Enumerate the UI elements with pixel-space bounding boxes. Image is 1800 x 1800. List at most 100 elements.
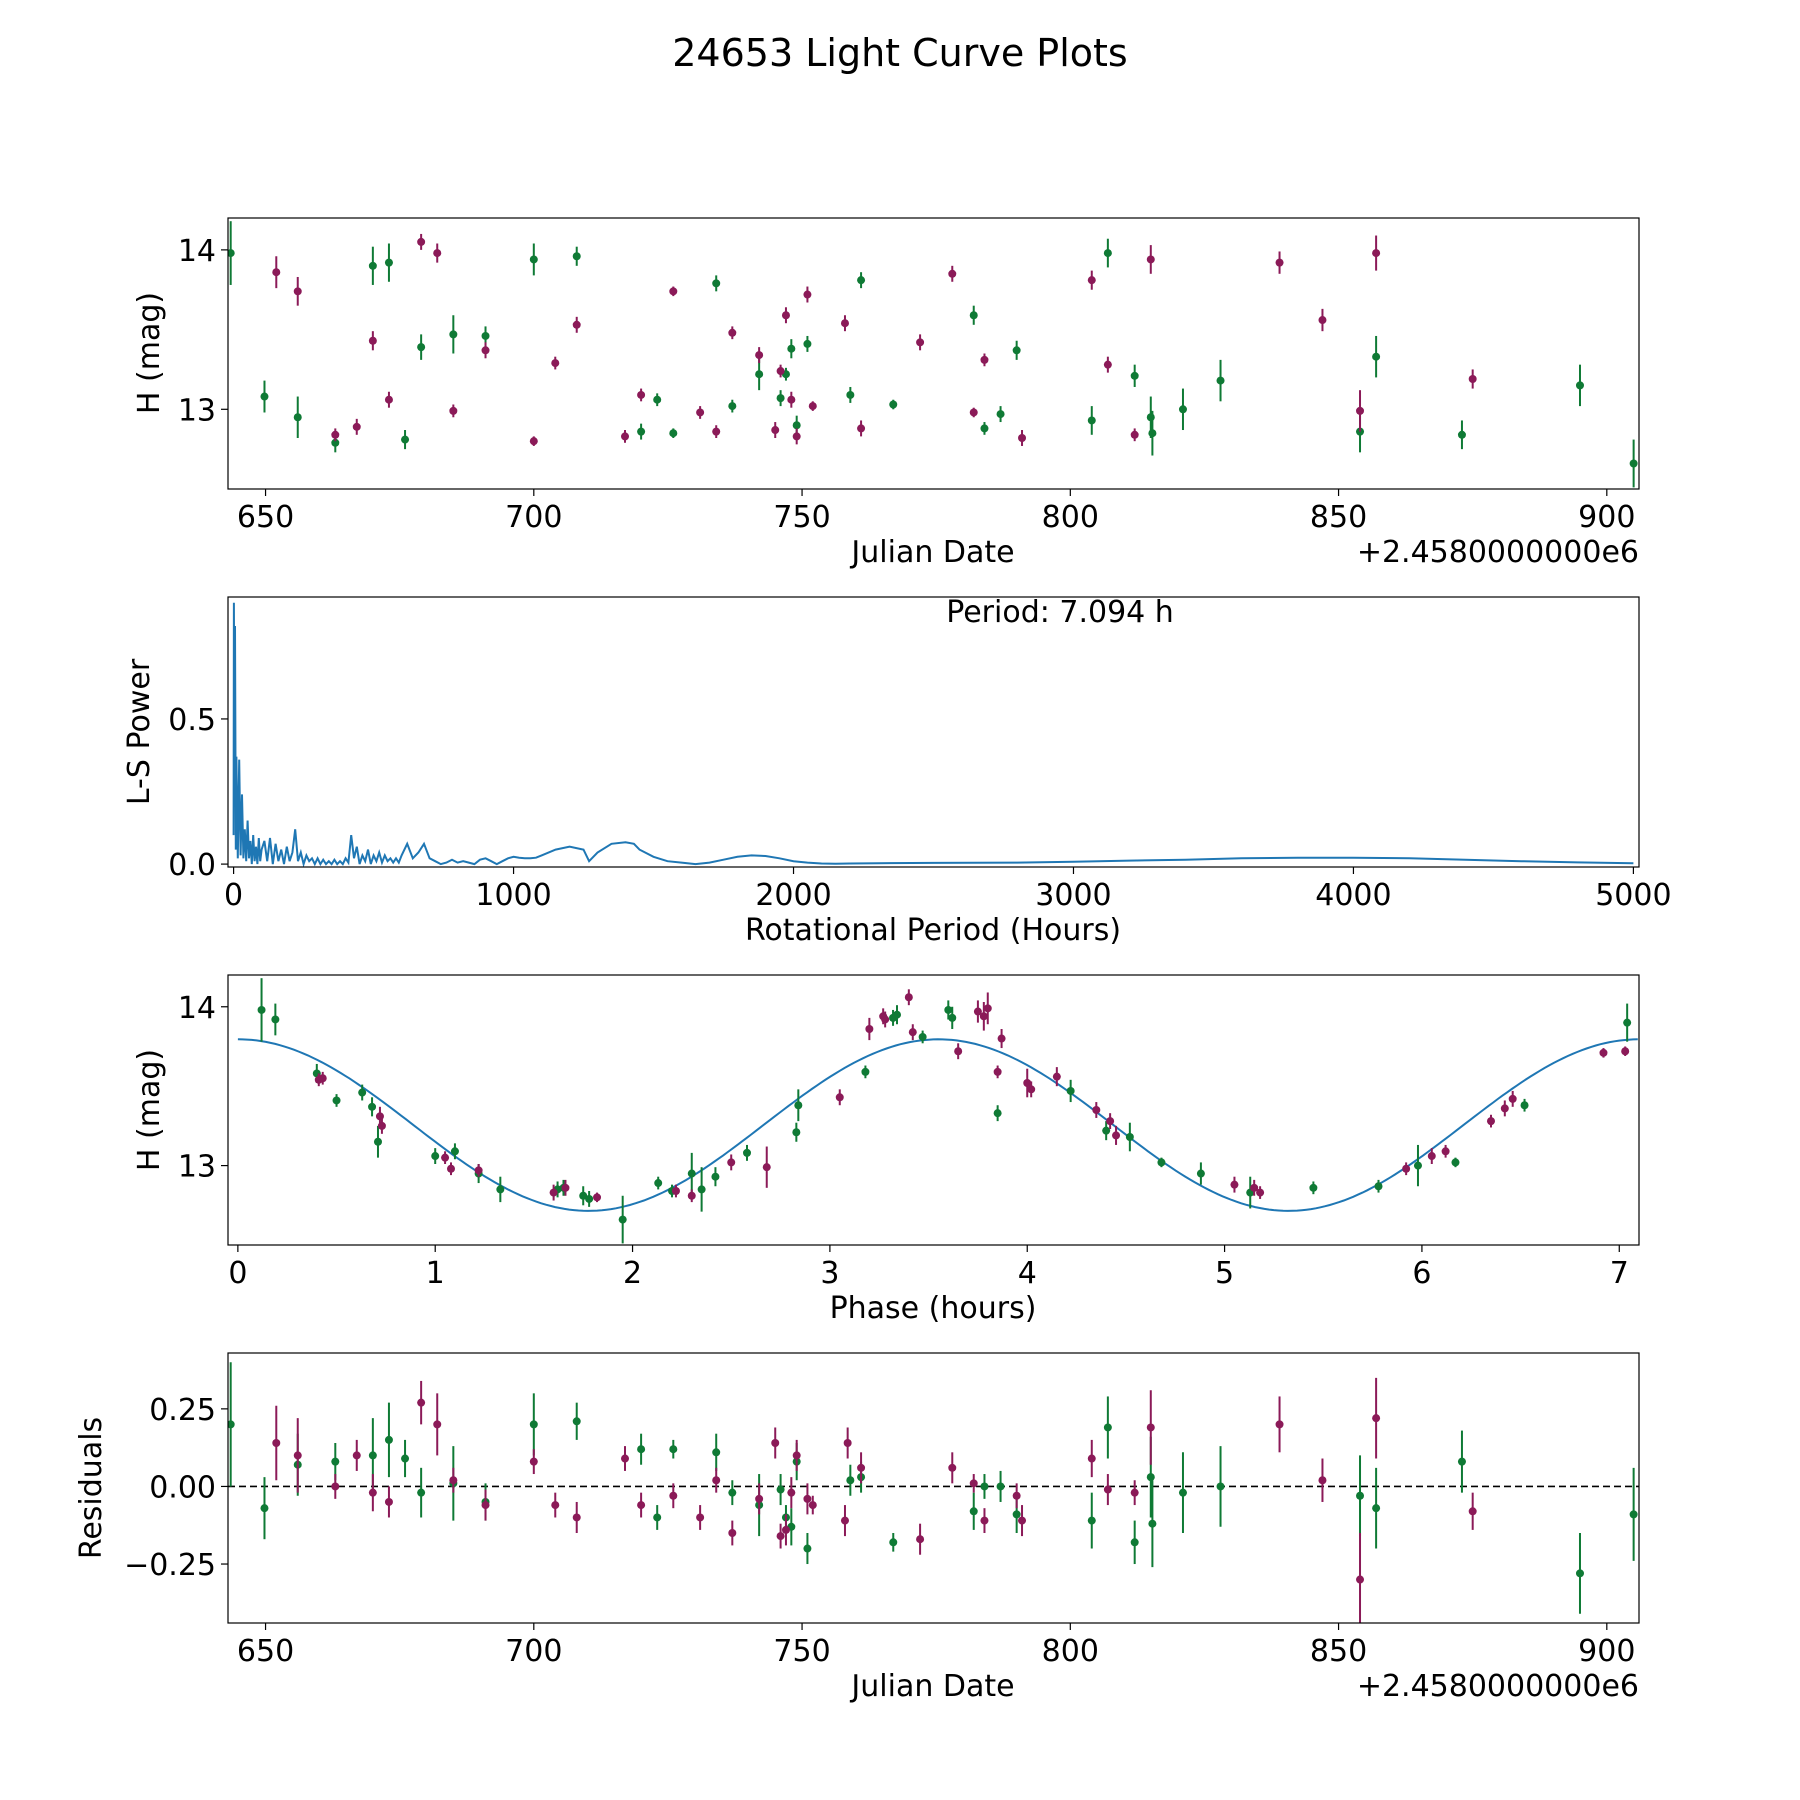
residuals-point-magenta bbox=[481, 1501, 490, 1510]
residuals-point-green bbox=[260, 1504, 269, 1513]
phased-point-magenta bbox=[1052, 1072, 1061, 1081]
phased-point-magenta bbox=[973, 1007, 982, 1016]
residuals-point-magenta bbox=[572, 1513, 581, 1522]
phased-point-green bbox=[861, 1067, 870, 1076]
phased-xtick-label: 3 bbox=[820, 1256, 839, 1291]
residuals-point-magenta bbox=[1275, 1420, 1284, 1429]
lightcurve-point-magenta bbox=[803, 290, 812, 299]
phased-point-magenta bbox=[549, 1188, 558, 1197]
residuals-point-green bbox=[1103, 1423, 1112, 1432]
lightcurve-point-green bbox=[996, 410, 1005, 419]
lightcurve-point-green bbox=[653, 395, 662, 404]
lightcurve-point-green bbox=[228, 249, 235, 258]
residuals-point-green bbox=[384, 1435, 393, 1444]
phased-point-green bbox=[332, 1096, 341, 1105]
residuals-point-magenta bbox=[1146, 1423, 1155, 1432]
phased-point-magenta bbox=[1106, 1117, 1115, 1126]
lightcurve-point-magenta bbox=[771, 426, 780, 435]
lightcurve-point-magenta bbox=[572, 320, 581, 329]
residuals-ytick-label: 0.25 bbox=[149, 1393, 216, 1428]
periodogram-marks bbox=[232, 602, 1634, 867]
lightcurve-point-green bbox=[1146, 413, 1155, 422]
residuals-point-magenta bbox=[980, 1516, 989, 1525]
lightcurve-xtick-label: 700 bbox=[505, 500, 562, 535]
residuals-point-green bbox=[846, 1476, 855, 1485]
residuals-point-green bbox=[228, 1420, 235, 1429]
residuals-point-magenta bbox=[916, 1535, 925, 1544]
residuals-point-magenta bbox=[433, 1420, 442, 1429]
residuals-point-magenta bbox=[1372, 1414, 1381, 1423]
phased-point-green bbox=[1309, 1183, 1318, 1192]
residuals-ytick-label: 0.00 bbox=[149, 1470, 216, 1505]
residuals-point-green bbox=[1629, 1510, 1638, 1519]
residuals-point-magenta bbox=[1012, 1491, 1021, 1500]
lightcurve-point-green bbox=[1629, 459, 1638, 468]
lightcurve-point-green bbox=[669, 429, 678, 438]
phased-point-green bbox=[743, 1148, 752, 1157]
residuals-point-green bbox=[1146, 1473, 1155, 1482]
residuals-point-green bbox=[529, 1420, 538, 1429]
residuals-point-magenta bbox=[669, 1491, 678, 1500]
periodogram-ytick-label: 0.0 bbox=[168, 848, 216, 883]
residuals-point-green bbox=[1012, 1510, 1021, 1519]
phased-ytick-label: 14 bbox=[178, 991, 216, 1026]
residuals-point-green bbox=[331, 1457, 340, 1466]
residuals-xlabel: Julian Date bbox=[849, 1669, 1014, 1704]
lightcurve-point-magenta bbox=[696, 408, 705, 417]
residuals-point-magenta bbox=[755, 1494, 764, 1503]
residuals-point-magenta bbox=[792, 1451, 801, 1460]
residuals-point-magenta bbox=[781, 1525, 790, 1534]
phased-point-green bbox=[1125, 1133, 1134, 1141]
lightcurve-point-green bbox=[1103, 249, 1112, 258]
phased-point-green bbox=[271, 1015, 280, 1024]
lightcurve-point-green bbox=[331, 438, 340, 447]
lightcurve-point-green bbox=[712, 279, 721, 288]
lightcurve-point-magenta bbox=[1318, 316, 1327, 325]
residuals-point-magenta bbox=[776, 1532, 785, 1541]
lightcurve-point-green bbox=[384, 258, 393, 267]
phased-point-green bbox=[358, 1088, 367, 1097]
residuals-point-magenta bbox=[843, 1439, 852, 1447]
phased-point-magenta bbox=[1092, 1106, 1101, 1114]
periodogram-axes: 0 1000 2000 3000 4000 5000 0.0 0.5 bbox=[168, 703, 1671, 913]
lightcurve-axes: 650 700 750 800 850 900 13 14 bbox=[178, 234, 1636, 535]
phased-point-green bbox=[1374, 1182, 1383, 1191]
phased-point-magenta bbox=[1599, 1048, 1608, 1057]
residuals-xtick-label: 650 bbox=[237, 1634, 294, 1669]
phased-point-magenta bbox=[474, 1166, 483, 1175]
lightcurve-ytick-label: 13 bbox=[178, 393, 216, 428]
phased-point-magenta bbox=[983, 1004, 992, 1013]
lightcurve-point-green bbox=[1087, 416, 1096, 425]
residuals-point-magenta bbox=[449, 1476, 458, 1485]
phased-point-green bbox=[697, 1185, 706, 1194]
lightcurve-point-magenta bbox=[1275, 258, 1284, 267]
residuals-point-magenta bbox=[331, 1482, 340, 1491]
phased-point-green bbox=[618, 1215, 627, 1224]
periodogram-power-line bbox=[232, 602, 1634, 867]
lightcurve-frame bbox=[227, 217, 1640, 490]
lightcurve-point-green bbox=[260, 392, 269, 401]
phased-xtick-label: 7 bbox=[1610, 1256, 1629, 1291]
residuals-point-green bbox=[1372, 1504, 1381, 1513]
residuals-xtick-label: 750 bbox=[773, 1634, 830, 1669]
lightcurve-panel: 650 700 750 800 850 900 13 14 Julian Date H (ma… bbox=[132, 217, 1640, 570]
residuals-point-green bbox=[969, 1507, 978, 1516]
lightcurve-point-green bbox=[1575, 381, 1584, 390]
lightcurve-point-magenta bbox=[669, 287, 678, 296]
residuals-point-green bbox=[1216, 1482, 1225, 1491]
lightcurve-point-green bbox=[776, 394, 785, 403]
residuals-point-magenta bbox=[551, 1501, 560, 1510]
residuals-point-magenta bbox=[1356, 1575, 1365, 1584]
phased-xtick-label: 2 bbox=[623, 1256, 642, 1291]
residuals-point-magenta bbox=[384, 1497, 393, 1506]
phased-point-magenta bbox=[1441, 1147, 1450, 1156]
residuals-point-magenta bbox=[352, 1451, 361, 1460]
lightcurve-point-magenta bbox=[1130, 430, 1139, 439]
phased-point-green bbox=[1623, 1018, 1632, 1027]
phased-point-green bbox=[585, 1194, 594, 1203]
phased-point-magenta bbox=[835, 1093, 844, 1102]
lightcurve-point-green bbox=[857, 276, 866, 285]
residuals-axes: 650 700 750 800 850 900 0.25 0.00 −0.25 bbox=[124, 1393, 1635, 1669]
lightcurve-xtick-label: 750 bbox=[773, 500, 830, 535]
phased-point-green bbox=[993, 1109, 1002, 1118]
